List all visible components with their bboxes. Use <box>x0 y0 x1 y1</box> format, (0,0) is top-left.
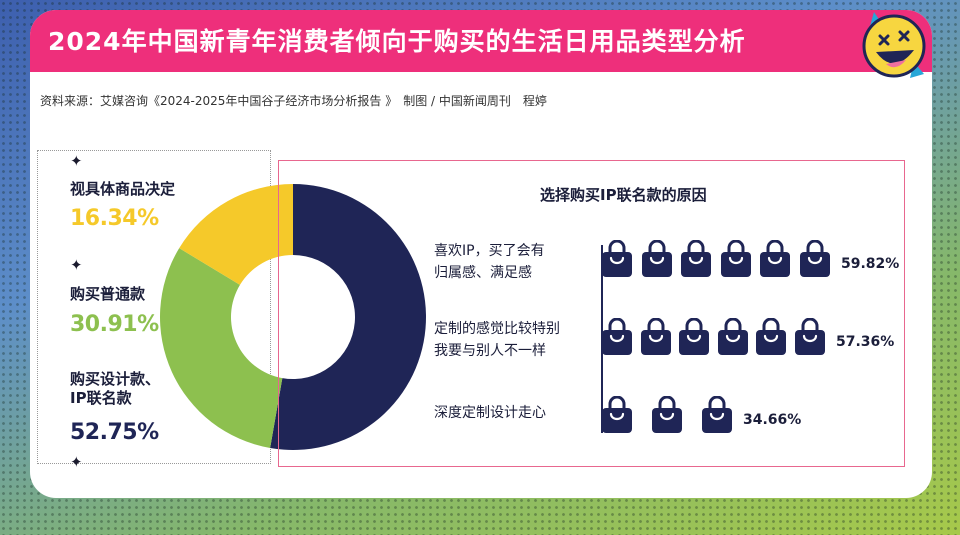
laughing-face-icon <box>862 12 926 78</box>
shopping-bag-icon <box>652 396 682 433</box>
pie-value-label: 16.34% <box>70 206 159 231</box>
source-note: 资料来源：艾媒咨询《2024-2025年中国谷子经济市场分析报告 》 制图 / … <box>40 94 547 108</box>
sparkle-icon: ✦ <box>70 152 83 170</box>
shopping-bag-icon <box>602 318 632 355</box>
bar-value-label: 59.82% <box>841 256 900 272</box>
pie-category-label: 视具体商品决定 <box>70 180 176 198</box>
bar-value-label: 57.36% <box>836 334 895 350</box>
shopping-bag-icon <box>681 240 712 277</box>
reason-label: 喜欢IP，买了会有 归属感、满足感 <box>434 243 545 281</box>
donut-slice <box>179 184 293 285</box>
pie-category-label: 购买普通款 <box>70 285 146 303</box>
donut-chart <box>160 184 426 450</box>
donut-slice <box>160 248 283 449</box>
shopping-bag-icon <box>602 396 632 433</box>
shopping-bag-icon <box>602 240 632 277</box>
shopping-bag-icon <box>795 318 825 355</box>
title-banner: 2024年中国新青年消费者倾向于购买的生活日用品类型分析 <box>30 10 932 72</box>
pie-value-label: 30.91% <box>70 312 159 337</box>
page-title: 2024年中国新青年消费者倾向于购买的生活日用品类型分析 <box>48 27 746 56</box>
shopping-bag-icon <box>640 318 671 355</box>
bar-chart-title: 选择购买IP联名款的原因 <box>540 186 707 204</box>
shopping-bag-icon <box>717 318 748 355</box>
reason-label: 定制的感觉比较特别 我要与别人不一样 <box>434 321 560 359</box>
sparkle-icon: ✦ <box>70 453 83 471</box>
reason-label: 深度定制设计走心 <box>434 405 546 421</box>
pie-value-label: 52.75% <box>70 420 159 445</box>
pie-legend-frame <box>37 150 271 464</box>
shopping-bag-icon <box>720 240 751 277</box>
bar-value-label: 34.66% <box>743 412 802 428</box>
sparkle-icon: ✦ <box>70 256 83 274</box>
bar-chart-frame <box>278 160 905 467</box>
shopping-bag-icon <box>760 240 791 277</box>
shopping-bag-icon <box>679 318 710 355</box>
donut-slice <box>270 184 426 450</box>
shopping-bag-icon <box>641 240 672 277</box>
pie-category-label: 购买设计款、 IP联名款 <box>70 370 161 407</box>
shopping-bag-icon <box>756 318 787 355</box>
shopping-bag-icon <box>702 396 732 433</box>
shopping-bag-icon <box>800 240 830 277</box>
